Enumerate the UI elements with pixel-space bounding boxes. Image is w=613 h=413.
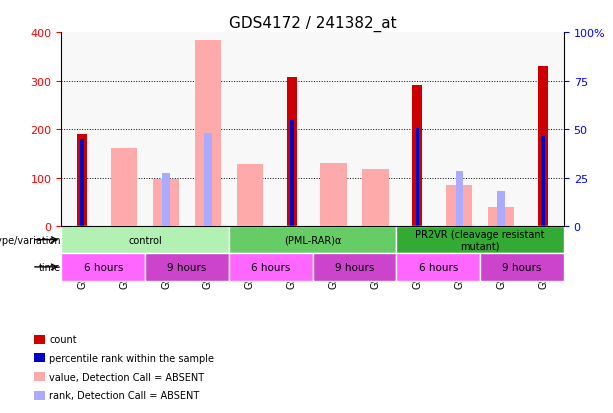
Text: 6 hours: 6 hours	[251, 262, 291, 272]
FancyBboxPatch shape	[61, 254, 145, 281]
Text: control: control	[128, 235, 162, 245]
Bar	[416, 129, 419, 226]
Text: count: count	[49, 335, 77, 344]
FancyBboxPatch shape	[397, 226, 564, 254]
Bar	[321, 164, 347, 226]
Bar	[77, 135, 88, 226]
Bar	[290, 121, 294, 226]
FancyBboxPatch shape	[61, 226, 229, 254]
Text: 9 hours: 9 hours	[335, 262, 374, 272]
Bar	[162, 174, 170, 226]
Bar	[538, 67, 548, 226]
Text: (PML-RAR)α: (PML-RAR)α	[284, 235, 341, 245]
Text: percentile rank within the sample: percentile rank within the sample	[49, 353, 214, 363]
Bar	[204, 134, 211, 226]
Text: genotype/variation: genotype/variation	[0, 235, 61, 245]
Bar	[195, 41, 221, 226]
Text: 9 hours: 9 hours	[503, 262, 542, 272]
Bar	[237, 165, 263, 226]
Text: time: time	[39, 262, 61, 272]
Bar	[111, 149, 137, 226]
Bar	[455, 172, 463, 226]
FancyBboxPatch shape	[397, 254, 480, 281]
Bar	[412, 86, 422, 226]
FancyBboxPatch shape	[229, 254, 313, 281]
FancyBboxPatch shape	[313, 254, 397, 281]
Title: GDS4172 / 241382_at: GDS4172 / 241382_at	[229, 16, 397, 32]
Text: 6 hours: 6 hours	[83, 262, 123, 272]
FancyBboxPatch shape	[480, 254, 564, 281]
FancyBboxPatch shape	[229, 226, 397, 254]
FancyBboxPatch shape	[145, 254, 229, 281]
Bar	[362, 169, 389, 226]
Bar	[498, 191, 504, 226]
Bar	[541, 137, 545, 226]
Bar	[80, 140, 84, 226]
Text: value, Detection Call = ABSENT: value, Detection Call = ABSENT	[49, 372, 204, 382]
Bar	[446, 185, 473, 226]
Bar	[488, 207, 514, 226]
Bar	[286, 78, 297, 226]
Text: rank, Detection Call = ABSENT: rank, Detection Call = ABSENT	[49, 390, 199, 400]
Text: PR2VR (cleavage resistant
mutant): PR2VR (cleavage resistant mutant)	[416, 229, 545, 251]
Bar	[153, 180, 179, 226]
Text: 6 hours: 6 hours	[419, 262, 458, 272]
Text: 9 hours: 9 hours	[167, 262, 207, 272]
